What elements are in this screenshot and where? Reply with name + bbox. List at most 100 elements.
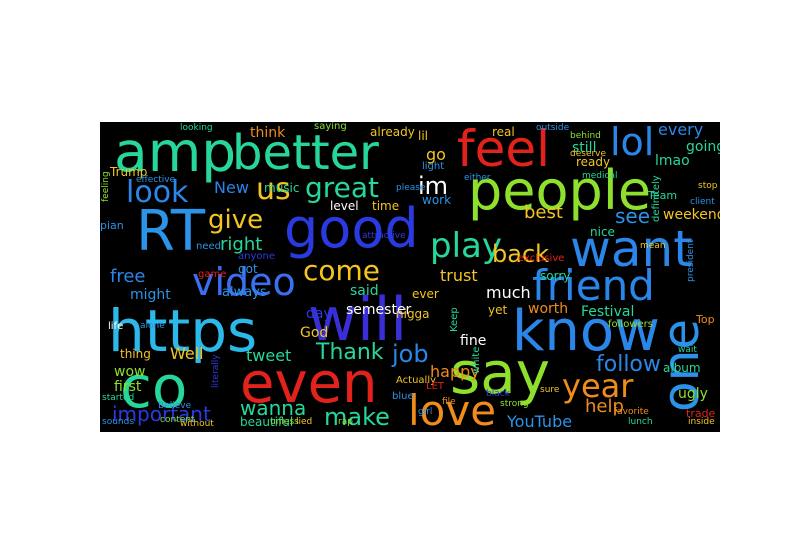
word: sounds	[102, 417, 135, 427]
word: amp	[114, 122, 237, 184]
word: inside	[688, 417, 715, 427]
word: already	[370, 125, 415, 139]
word: fine	[460, 333, 487, 349]
word: best	[524, 202, 563, 223]
word-cloud-canvas: amp better feel lol people good RT want …	[100, 122, 720, 432]
word: year	[562, 367, 634, 405]
word: lied	[296, 417, 313, 427]
word: still	[572, 140, 597, 156]
word: looking	[180, 123, 213, 133]
word: want	[570, 220, 693, 278]
word: alone	[140, 321, 165, 331]
word: always	[222, 285, 267, 300]
word: Team	[648, 189, 678, 202]
word: https	[108, 297, 258, 365]
word: exclusive	[518, 253, 565, 264]
word: black	[486, 389, 510, 399]
word: unless	[270, 417, 299, 427]
word: co	[120, 353, 188, 421]
word: strong	[500, 399, 529, 409]
word: better	[232, 125, 379, 181]
word: every	[658, 122, 704, 139]
word: know	[512, 299, 660, 364]
word: right	[220, 234, 263, 255]
word: got	[238, 262, 258, 276]
word: might	[130, 287, 171, 303]
word: job	[392, 340, 429, 368]
word: good	[284, 197, 419, 260]
word: Well	[170, 344, 204, 363]
word: much	[486, 283, 531, 302]
word: lmao	[655, 153, 690, 169]
word: play	[430, 226, 502, 266]
word: literally	[211, 354, 221, 388]
word: medical	[582, 171, 618, 181]
word: lol	[610, 122, 655, 164]
word: free	[110, 266, 146, 287]
word: either	[464, 173, 491, 183]
word: feel	[457, 122, 551, 178]
word: time	[372, 199, 400, 213]
word: go	[426, 145, 446, 164]
word: back	[492, 240, 550, 268]
word: come	[303, 254, 381, 287]
word: nice	[590, 225, 615, 239]
word: wanna	[240, 396, 307, 420]
word: said	[350, 283, 379, 299]
word: think	[250, 125, 286, 141]
word: light	[422, 161, 445, 172]
word: president	[686, 239, 696, 282]
word: ready	[576, 155, 611, 169]
word: ugly	[678, 386, 708, 402]
word: God	[300, 325, 329, 341]
word: Trump	[110, 165, 148, 179]
word: friend	[532, 261, 655, 310]
word: without	[180, 419, 214, 429]
word: anyone	[238, 251, 275, 262]
word: saying	[314, 122, 347, 132]
word: real	[492, 125, 515, 139]
word: happy	[430, 362, 480, 381]
word: YouTube	[507, 412, 573, 431]
word: blue	[392, 391, 414, 402]
word: lil	[418, 129, 429, 143]
word: yet	[488, 303, 508, 317]
word: ever	[412, 287, 439, 301]
word: great	[305, 171, 380, 204]
word: beautiful	[240, 415, 294, 429]
word: look	[126, 175, 189, 210]
word: Festival	[581, 304, 635, 320]
word: semester	[346, 302, 412, 318]
word: work	[422, 193, 452, 207]
word: first	[114, 379, 142, 395]
word: give	[208, 205, 264, 235]
word: deserve	[570, 149, 607, 159]
word: will	[308, 285, 408, 355]
word: white	[471, 346, 482, 374]
word: please	[396, 183, 426, 193]
word: say	[450, 339, 551, 407]
word: worth	[528, 301, 569, 317]
word: outside	[536, 123, 570, 133]
word: Keep	[449, 307, 460, 332]
word: music	[264, 181, 300, 195]
word: Thank	[316, 340, 384, 365]
word: stop	[698, 181, 718, 191]
word: Believe	[158, 401, 192, 411]
word: behind	[570, 131, 601, 141]
word: feeling	[101, 171, 111, 202]
word: New	[214, 178, 249, 197]
word: Actually	[396, 375, 437, 386]
word: im	[418, 172, 449, 200]
word: follow	[596, 352, 661, 377]
word: girl	[418, 407, 433, 417]
word: mean	[640, 241, 666, 251]
word: weekend	[663, 207, 720, 223]
word: followers	[608, 319, 653, 330]
word: tweet	[246, 346, 292, 365]
word: sorry	[540, 269, 571, 283]
word: started	[102, 393, 135, 403]
word: people	[468, 159, 652, 222]
word: RT	[136, 199, 206, 264]
word: nigga	[396, 307, 430, 321]
